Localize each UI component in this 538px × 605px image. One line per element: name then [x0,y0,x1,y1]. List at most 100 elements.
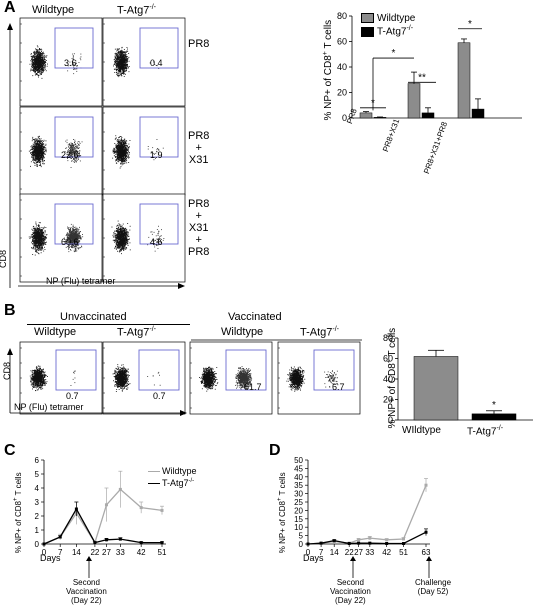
chart-d-point [306,542,310,546]
flow-b-wt-vacc-gate [225,349,267,391]
chart-a-ytick-label: 20 [337,88,347,98]
row-label-line: PR8 [188,38,210,50]
chart-a-sig-star: * [392,48,396,59]
flow-a-ko-r1-gate [139,27,179,69]
chart-d-point [385,538,389,542]
chart-d-arrow2 [426,556,432,578]
chart-d-point [424,530,428,534]
chart-b-ytick-label: 80 [383,333,393,343]
pct-b-2: 0.7 [153,391,166,401]
flow-a-ko-r1-dots [113,46,160,78]
chart-d-xlabel: Days [303,553,324,563]
chart-c-xtick-label: 33 [116,548,125,557]
chart-d-xtick-label: 27 [354,548,363,557]
flow-b-ko-vacc-dots [286,366,339,392]
chart-a-bar [359,112,373,119]
pct-a-r3-ko: 4.6 [150,237,163,247]
flow-b-ko-unvacc-gate [138,349,180,391]
row-label-line: + [195,234,202,246]
col-header-wildtype: Wildtype [32,4,75,16]
pct-a-r3-wt: 60.6 [61,237,79,247]
chart-c-arrow [86,556,92,578]
chart-c-xtick-label: 27 [102,548,111,557]
chart-d-point [347,541,351,545]
chart-c-point [118,537,122,541]
panel-letter-b: B [4,302,16,319]
b-col-wildtype-2: Wildtype [221,326,264,338]
row-label-line: X31 [188,154,209,166]
chart-b-bar [413,356,459,421]
pct-a-r1-wt: 3.6 [64,58,77,68]
chart-c-point [118,487,122,491]
chart-c-ylabel: % NP+ of CD8+ T cells [13,472,23,554]
b-col-wildtype-1: Wildtype [34,326,77,338]
pct-a-r1-ko: 0.4 [150,58,163,68]
chart-c-xlabel: Days [40,553,61,563]
chart-c-ytick-label: 3 [35,498,40,507]
chart-d-point [402,541,406,545]
flow-a-wt-r2-gate [54,116,94,158]
chart-b-xlabel-1: T-Atg7-/- [467,425,504,438]
chart-d-arrow2-label: Challenge (Day 52) [415,578,452,596]
chart-d-point [385,541,389,545]
chart-c-ytick-label: 0 [35,540,40,549]
chart-c-arrow-label: Second Vaccination (Day 22) [66,578,107,605]
chart-d-xtick-label: 7 [319,548,324,557]
chart-b-ytick-label: 0 [388,415,393,425]
row-label-pr8-x31-pr8: PR8 + X31 + PR8 [188,198,209,258]
chart-a-bar [373,117,387,119]
chart-c-ytick-label: 4 [35,484,40,493]
chart-b-bar: 0 20 40 60 80 * [383,333,533,425]
chart-c-series-line [43,507,162,545]
chart-c-ytick-label: 6 [35,456,40,465]
row-label-pr8: PR8 [188,38,209,50]
chart-c-point [104,538,108,542]
legend-c-atg7: T-Atg7-/- [148,478,194,488]
panel-letter-c: C [4,442,16,459]
row-label-line: PR8 [188,130,210,142]
pct-b-3: 61.7 [244,382,262,392]
chart-a-bar [471,108,485,119]
chart-d-point [319,541,323,545]
legend-a-atg7: T-Atg7-/- [361,25,413,37]
flow-a-wt-r3-gate [54,203,94,245]
panel-a-x-axis-label: NP (Flu) tetramer [46,276,116,286]
chart-d-ytick-label: 0 [299,540,304,549]
pct-a-r2-wt: 22.6 [61,150,79,160]
chart-d-xtick-label: 22 [345,548,354,557]
chart-b-xlabel-0: WIldtype [402,425,441,436]
chart-c-ytick-label: 2 [35,512,40,521]
flow-a-wt-r3-dots [28,221,84,256]
flow-a-wt-r1-gate [54,27,94,69]
pct-b-1: 0.7 [66,391,79,401]
chart-c-xtick-label: 22 [90,548,99,557]
chart-a-sig-star: * [468,19,472,30]
group-unvaccinated: Unvaccinated [60,311,127,323]
chart-b-bar [471,413,517,421]
chart-d-ytick-label: 10 [294,523,303,532]
chart-d-xtick-label: 33 [365,548,374,557]
row-label-line: PR8 [188,246,210,258]
flow-a-wt-r1-dots [29,45,82,79]
flow-a-ko-r3-gate [139,203,179,245]
chart-c-point [160,541,164,545]
chart-c-point [139,541,143,545]
chart-a-ytick-label: 40 [337,62,347,72]
chart-c-point [74,507,78,511]
chart-c-xtick-label: 7 [58,548,63,557]
chart-d-ytick-label: 5 [299,532,304,541]
chart-d-point [368,536,372,540]
chart-c-point [160,508,164,512]
chart-b-sig-star: * [492,400,496,411]
chart-d-point [357,541,361,545]
chart-a-bar [457,42,471,119]
row-label-line: PR8 [188,198,210,210]
chart-d-point [368,541,372,545]
panel-a-flow-plots [7,17,186,289]
chart-b-ytick-label: 60 [383,354,393,364]
legend-c-wildtype: Wildtype [148,466,197,476]
chart-a-ytick-label: 60 [337,37,347,47]
chart-d-point [332,539,336,543]
